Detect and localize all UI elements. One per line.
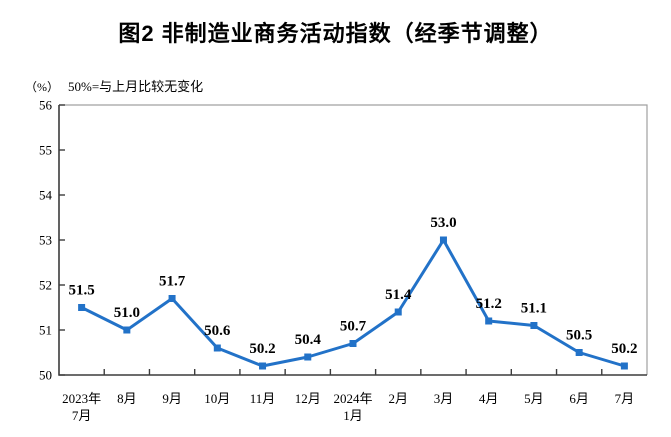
data-point-label: 50.2 [611, 341, 637, 357]
data-point-label: 51.1 [521, 301, 547, 317]
x-tick-label: 9月 [162, 391, 182, 406]
x-tick-label: 7月 [615, 391, 635, 406]
y-axis-unit-label: （%） [25, 80, 59, 94]
y-tick-label: 53 [39, 233, 52, 248]
data-point-marker [439, 236, 447, 244]
data-point-label: 51.2 [476, 296, 502, 312]
data-point-marker [259, 362, 267, 370]
data-point-marker [530, 322, 538, 329]
data-point-label: 50.2 [249, 341, 275, 357]
data-point-marker [394, 308, 402, 316]
y-tick-label: 51 [39, 323, 52, 338]
x-tick-label: 11月 [250, 391, 276, 406]
y-tick-label: 54 [39, 188, 53, 203]
y-tick-label: 52 [39, 278, 52, 293]
data-point-label: 51.0 [114, 305, 140, 321]
data-point-marker [575, 349, 583, 356]
data-point-label: 50.6 [204, 323, 231, 339]
x-tick-label: 4月 [479, 391, 499, 406]
x-tick-label: 6月 [569, 391, 589, 406]
x-tick-label: 2月 [388, 391, 408, 406]
axis-note: （%） 50%=与上月比较无变化 [25, 76, 203, 95]
x-tick-label: 3月 [434, 391, 454, 406]
chart-title: 图2 非制造业商务活动指数（经季节调整） [118, 21, 553, 46]
x-tick-label: 5月 [524, 391, 544, 406]
data-point-label: 50.5 [566, 328, 592, 344]
data-point-marker [620, 362, 628, 370]
y-tick-label: 56 [39, 98, 53, 113]
x-tick-label: 10月 [204, 391, 230, 406]
x-tick-label-line2: 7月 [72, 408, 92, 423]
x-tick-label: 12月 [295, 391, 321, 406]
data-point-label: 50.4 [295, 332, 322, 348]
reference-note-label: 50%=与上月比较无变化 [68, 79, 204, 94]
data-point-label: 51.4 [385, 287, 412, 303]
data-point-marker [168, 295, 176, 302]
x-tick-label: 2023年 [62, 391, 101, 406]
axis-lines [58, 105, 647, 376]
data-point-marker [485, 317, 493, 325]
data-point-marker [349, 340, 357, 347]
x-tick-label: 2024年 [333, 391, 372, 406]
data-point-label: 50.7 [340, 319, 367, 335]
data-point-label: 51.5 [68, 283, 94, 299]
data-point-label: 51.7 [159, 274, 186, 290]
plot-frame [59, 104, 648, 375]
data-point-marker [304, 353, 312, 361]
data-point-marker [213, 344, 221, 352]
y-tick-label: 55 [39, 143, 52, 158]
x-tick-label-line2: 1月 [343, 408, 363, 423]
data-point-label: 53.0 [430, 215, 456, 231]
x-tick-label: 8月 [117, 391, 137, 406]
data-point-marker [123, 326, 131, 334]
y-tick-label: 50 [39, 368, 52, 383]
data-point-marker [78, 304, 86, 311]
